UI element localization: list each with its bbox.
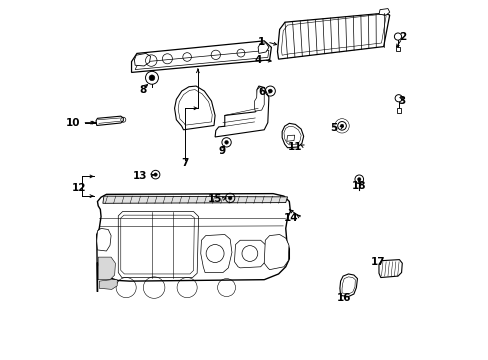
Polygon shape <box>254 87 264 111</box>
Polygon shape <box>258 43 268 53</box>
Circle shape <box>224 140 228 144</box>
Text: 4: 4 <box>254 55 261 65</box>
Text: 15: 15 <box>207 194 222 204</box>
Polygon shape <box>97 228 111 251</box>
Polygon shape <box>102 196 287 203</box>
Polygon shape <box>118 212 198 278</box>
Text: 6: 6 <box>258 87 265 97</box>
Bar <box>396 108 400 113</box>
Bar <box>395 46 399 51</box>
Circle shape <box>154 173 157 176</box>
Polygon shape <box>99 280 117 289</box>
Polygon shape <box>378 9 389 15</box>
Text: 16: 16 <box>336 293 351 303</box>
Circle shape <box>268 89 272 93</box>
Polygon shape <box>134 53 150 66</box>
Text: 13: 13 <box>133 171 147 181</box>
Polygon shape <box>277 13 389 59</box>
Polygon shape <box>339 274 357 297</box>
Text: 8: 8 <box>140 85 147 95</box>
Text: 18: 18 <box>351 181 366 192</box>
Circle shape <box>228 196 231 200</box>
Text: 12: 12 <box>71 183 86 193</box>
Text: 9: 9 <box>218 146 225 156</box>
Text: 2: 2 <box>398 32 405 41</box>
Text: 14: 14 <box>283 213 298 222</box>
Circle shape <box>340 124 343 127</box>
Text: 3: 3 <box>398 96 405 106</box>
Polygon shape <box>282 123 303 148</box>
Circle shape <box>357 177 360 181</box>
Polygon shape <box>378 260 402 278</box>
Text: 1: 1 <box>258 37 265 47</box>
Polygon shape <box>96 116 123 126</box>
Polygon shape <box>215 86 268 137</box>
Polygon shape <box>97 194 290 292</box>
Text: 5: 5 <box>330 123 337 133</box>
Polygon shape <box>264 234 288 270</box>
Text: 17: 17 <box>370 257 385 267</box>
Polygon shape <box>174 86 215 130</box>
Text: 10: 10 <box>65 118 80 128</box>
Polygon shape <box>135 50 268 69</box>
Polygon shape <box>131 41 271 72</box>
Polygon shape <box>201 234 231 273</box>
Polygon shape <box>98 257 115 280</box>
Polygon shape <box>234 240 265 268</box>
Circle shape <box>149 75 155 81</box>
Text: 7: 7 <box>181 158 189 168</box>
Text: 11: 11 <box>287 142 301 152</box>
